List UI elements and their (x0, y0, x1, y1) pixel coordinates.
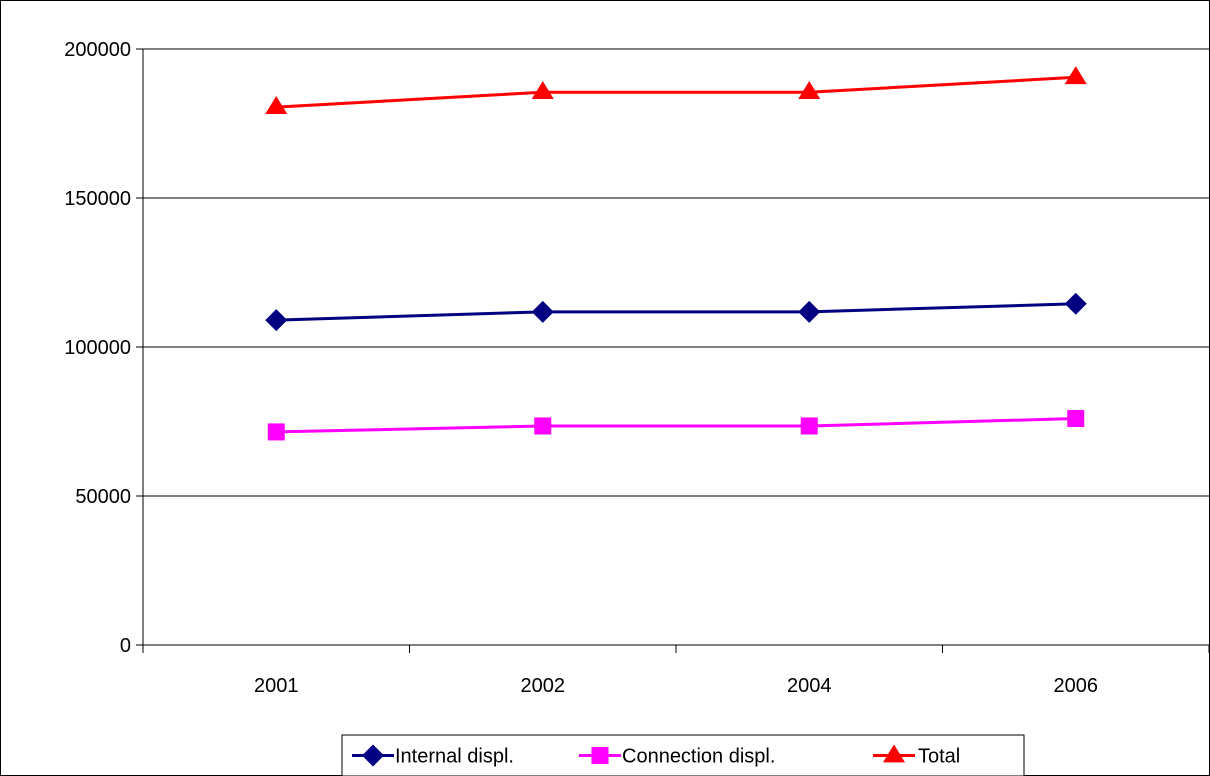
series-0-point-0 (265, 309, 288, 332)
series-2-point-0 (265, 95, 288, 114)
series-0-point-3 (1064, 292, 1087, 315)
series-group (265, 66, 1087, 441)
series-1-point-3 (1067, 410, 1085, 428)
x-tick-label-1: 2002 (521, 675, 566, 697)
legend-marker-0 (362, 744, 384, 767)
y-tick-label-4: 200000 (64, 39, 131, 61)
series-line-1 (276, 417, 1076, 434)
series-1-point-1 (534, 417, 552, 435)
series-line-2 (276, 75, 1076, 109)
y-tick-label-2: 100000 (64, 337, 131, 359)
series-1-point-2 (800, 417, 818, 435)
series-1 (267, 410, 1085, 441)
gridlines (143, 48, 1209, 497)
legend-marker-2 (883, 744, 905, 763)
series-1-point-0 (267, 423, 285, 441)
x-tick-label-2: 2004 (787, 675, 832, 697)
y-tick-label-1: 50000 (75, 486, 131, 508)
legend-label-2: Total (918, 746, 960, 768)
y-tick-label-3: 150000 (64, 188, 131, 210)
series-0-point-2 (798, 300, 821, 323)
x-tick-label-0: 2001 (254, 675, 299, 697)
y-tick-label-0: 0 (120, 635, 131, 657)
series-2-point-1 (531, 81, 554, 100)
series-0 (265, 292, 1087, 332)
series-line-0 (276, 302, 1076, 322)
x-tick-label-3: 2006 (1054, 675, 1099, 697)
legend-label-1: Connection displ. (622, 746, 775, 768)
legend-item-0: Internal displ. (352, 744, 514, 768)
legend: Internal displ. Connection displ. Total (341, 734, 1025, 776)
legend-item-2: Total (873, 744, 960, 768)
series-2-point-2 (798, 81, 821, 100)
legend-label-0: Internal displ. (395, 746, 514, 768)
legend-item-1: Connection displ. (579, 746, 775, 768)
legend-marker-1 (591, 747, 609, 764)
series-0-point-1 (531, 300, 554, 323)
axes: 0 50000 100000 150000 200000 2001 2002 2004 2006 (64, 39, 1210, 697)
series-2 (265, 66, 1087, 114)
series-2-point-3 (1064, 66, 1087, 85)
